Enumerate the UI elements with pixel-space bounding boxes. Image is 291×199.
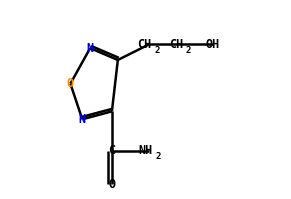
Text: 2: 2 (186, 46, 191, 55)
Text: OH: OH (205, 38, 220, 51)
Text: NH: NH (139, 144, 153, 157)
Text: 2: 2 (154, 46, 160, 55)
Text: C: C (108, 144, 116, 157)
Text: CH: CH (169, 38, 183, 51)
Text: N: N (87, 42, 94, 55)
Text: O: O (67, 77, 74, 90)
Text: O: O (108, 178, 116, 191)
Text: 2: 2 (156, 152, 161, 161)
Text: N: N (79, 113, 86, 126)
Text: CH: CH (137, 38, 152, 51)
